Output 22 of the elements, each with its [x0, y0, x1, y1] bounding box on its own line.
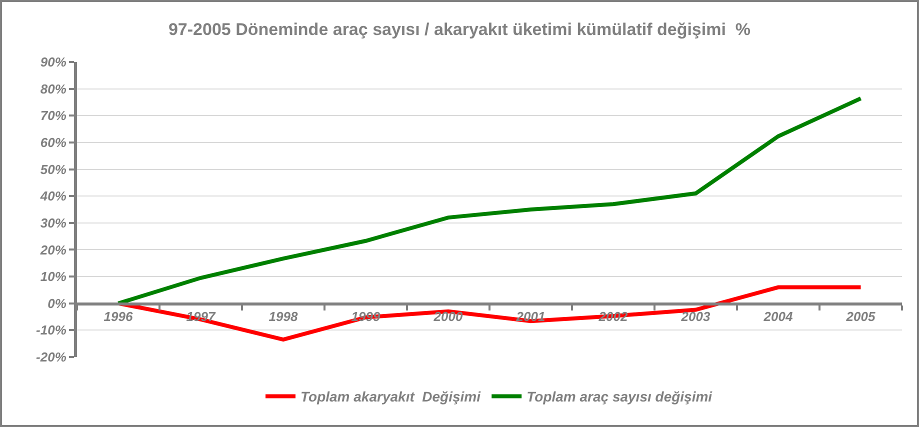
y-tick-label: 10%	[40, 269, 67, 284]
y-tick-label: 20%	[39, 242, 67, 258]
x-tick-label: 2005	[845, 308, 876, 324]
x-tick-label: 2003	[680, 308, 711, 324]
y-tick-label: 30%	[40, 215, 67, 230]
y-tick-label: 80%	[40, 81, 67, 96]
y-tick-label: -10%	[36, 322, 67, 338]
y-tick-label: 70%	[40, 108, 67, 124]
legend-label: Toplam araç sayısı değişimi	[526, 388, 714, 405]
chart-title: 97-2005 Döneminde araç sayısı / akaryakıt üketimi kümülatif değişimi %	[168, 20, 751, 40]
x-tick-label: 2004	[762, 308, 794, 324]
y-tick-label: 90%	[40, 54, 67, 70]
y-tick-label: 50%	[40, 162, 67, 177]
y-tick-label: 0%	[48, 296, 67, 311]
legend-label: Toplam akaryakıt Değişimi	[300, 388, 482, 405]
line-series	[116, 96, 863, 306]
y-tick-label: -20%	[36, 350, 67, 365]
x-tick-label: 1998	[268, 308, 298, 324]
x-tick-label: 1996	[104, 308, 134, 324]
x-tick-label: 1999	[351, 308, 381, 324]
y-tick-label: 60%	[40, 135, 67, 150]
y-tick-label: 40%	[39, 188, 67, 204]
